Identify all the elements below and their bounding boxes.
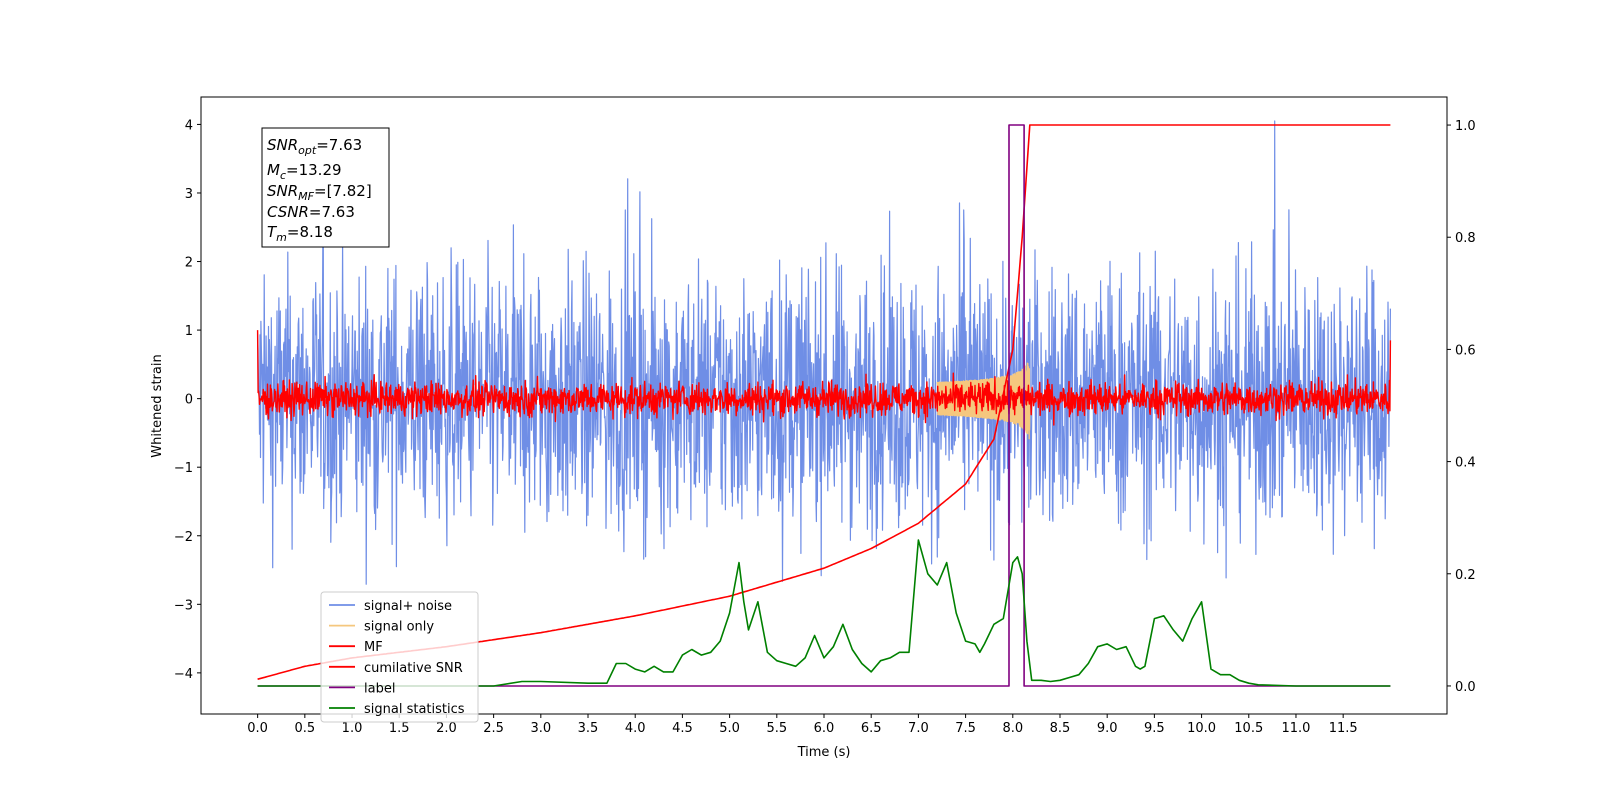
legend: signal+ noise signal only MF cumilative SNR… <box>320 591 479 723</box>
y-axis-left: 4 3 2 1 0 −1 −2 −3 −4 <box>174 118 201 682</box>
x-tick-label: 8.0 <box>1002 721 1023 736</box>
y-tick-label: 1 <box>185 324 193 339</box>
x-tick-label: 3.5 <box>578 721 599 736</box>
y2-tick-label: 0.2 <box>1455 568 1476 583</box>
y2-tick-label: 0.8 <box>1455 231 1476 246</box>
x-tick-label: 2.0 <box>436 721 457 736</box>
x-axis-label: Time (s) <box>797 745 851 760</box>
x-tick-label: 5.5 <box>766 721 787 736</box>
x-tick-label: 3.0 <box>530 721 551 736</box>
y-axis-right: 1.0 0.8 0.6 0.4 0.2 0.0 <box>1447 119 1476 695</box>
y2-tick-label: 0.0 <box>1455 680 1476 695</box>
x-tick-label: 10.5 <box>1234 721 1263 736</box>
legend-label: MF <box>364 640 383 655</box>
annotation-frame <box>261 127 390 248</box>
x-tick-label: 10.0 <box>1187 721 1216 736</box>
x-tick-label: 0.0 <box>247 721 268 736</box>
stats-annotation: SNRopt=7.63 Mc=13.29 SNRMF=[7.82] CSNR=7… <box>261 127 390 248</box>
x-tick-label: 9.5 <box>1144 721 1165 736</box>
series-signal-noise <box>257 120 1391 585</box>
series-mf <box>256 330 1392 426</box>
legend-label: cumilative SNR <box>364 661 463 676</box>
y2-tick-label: 0.4 <box>1455 456 1476 471</box>
y-tick-label: 0 <box>185 393 193 408</box>
x-tick-label: 11.0 <box>1281 721 1310 736</box>
x-tick-label: 0.5 <box>294 721 315 736</box>
y-tick-label: −3 <box>174 598 193 613</box>
y-tick-label: 4 <box>185 118 193 133</box>
annotation-line-snr-opt: SNRopt=7.63 <box>267 136 362 157</box>
annotation-line-snr-mf: SNRMF=[7.82] <box>267 182 372 203</box>
x-tick-label: 5.0 <box>719 721 740 736</box>
y-tick-label: −4 <box>174 667 193 682</box>
series-signal-statistics <box>257 539 1391 687</box>
x-tick-label: 1.0 <box>342 721 363 736</box>
legend-label: signal statistics <box>364 702 465 717</box>
y-tick-label: −1 <box>174 461 193 476</box>
x-tick-label: 1.5 <box>389 721 410 736</box>
x-tick-label: 11.5 <box>1329 721 1358 736</box>
plot-area: 0.0 0.5 1.0 1.5 2.0 2.5 3.0 3.5 4.0 4.5 5.0 5.5 6.0 6… <box>150 96 1476 760</box>
y2-tick-label: 1.0 <box>1455 119 1476 134</box>
y-tick-label: 3 <box>185 187 193 202</box>
x-tick-label: 4.5 <box>672 721 693 736</box>
annotation-line-csnr: CSNR=7.63 <box>267 203 355 221</box>
x-tick-label: 4.0 <box>625 721 646 736</box>
annotation-line-tm: Tm=8.18 <box>267 223 333 244</box>
legend-label: label <box>364 681 395 696</box>
y-tick-label: −2 <box>174 530 193 545</box>
series-label <box>257 124 1391 687</box>
x-axis: 0.0 0.5 1.0 1.5 2.0 2.5 3.0 3.5 4.0 4.5 5.0 5.5 6.0 6… <box>247 714 1358 736</box>
x-tick-label: 6.5 <box>861 721 882 736</box>
x-tick-label: 2.5 <box>483 721 504 736</box>
legend-label: signal only <box>364 620 434 635</box>
series-signal-only <box>936 362 1031 440</box>
annotation-line-chirp-mass: Mc=13.29 <box>267 161 342 182</box>
legend-label: signal+ noise <box>364 599 452 614</box>
x-tick-label: 7.5 <box>955 721 976 736</box>
x-tick-label: 8.5 <box>1050 721 1071 736</box>
x-tick-label: 9.0 <box>1097 721 1118 736</box>
x-tick-label: 7.0 <box>908 721 929 736</box>
legend-frame <box>320 591 479 723</box>
y-tick-label: 2 <box>185 256 193 271</box>
y-axis-label: Whitened strain <box>150 354 165 457</box>
y2-tick-label: 0.6 <box>1455 343 1476 358</box>
x-tick-label: 6.0 <box>814 721 835 736</box>
